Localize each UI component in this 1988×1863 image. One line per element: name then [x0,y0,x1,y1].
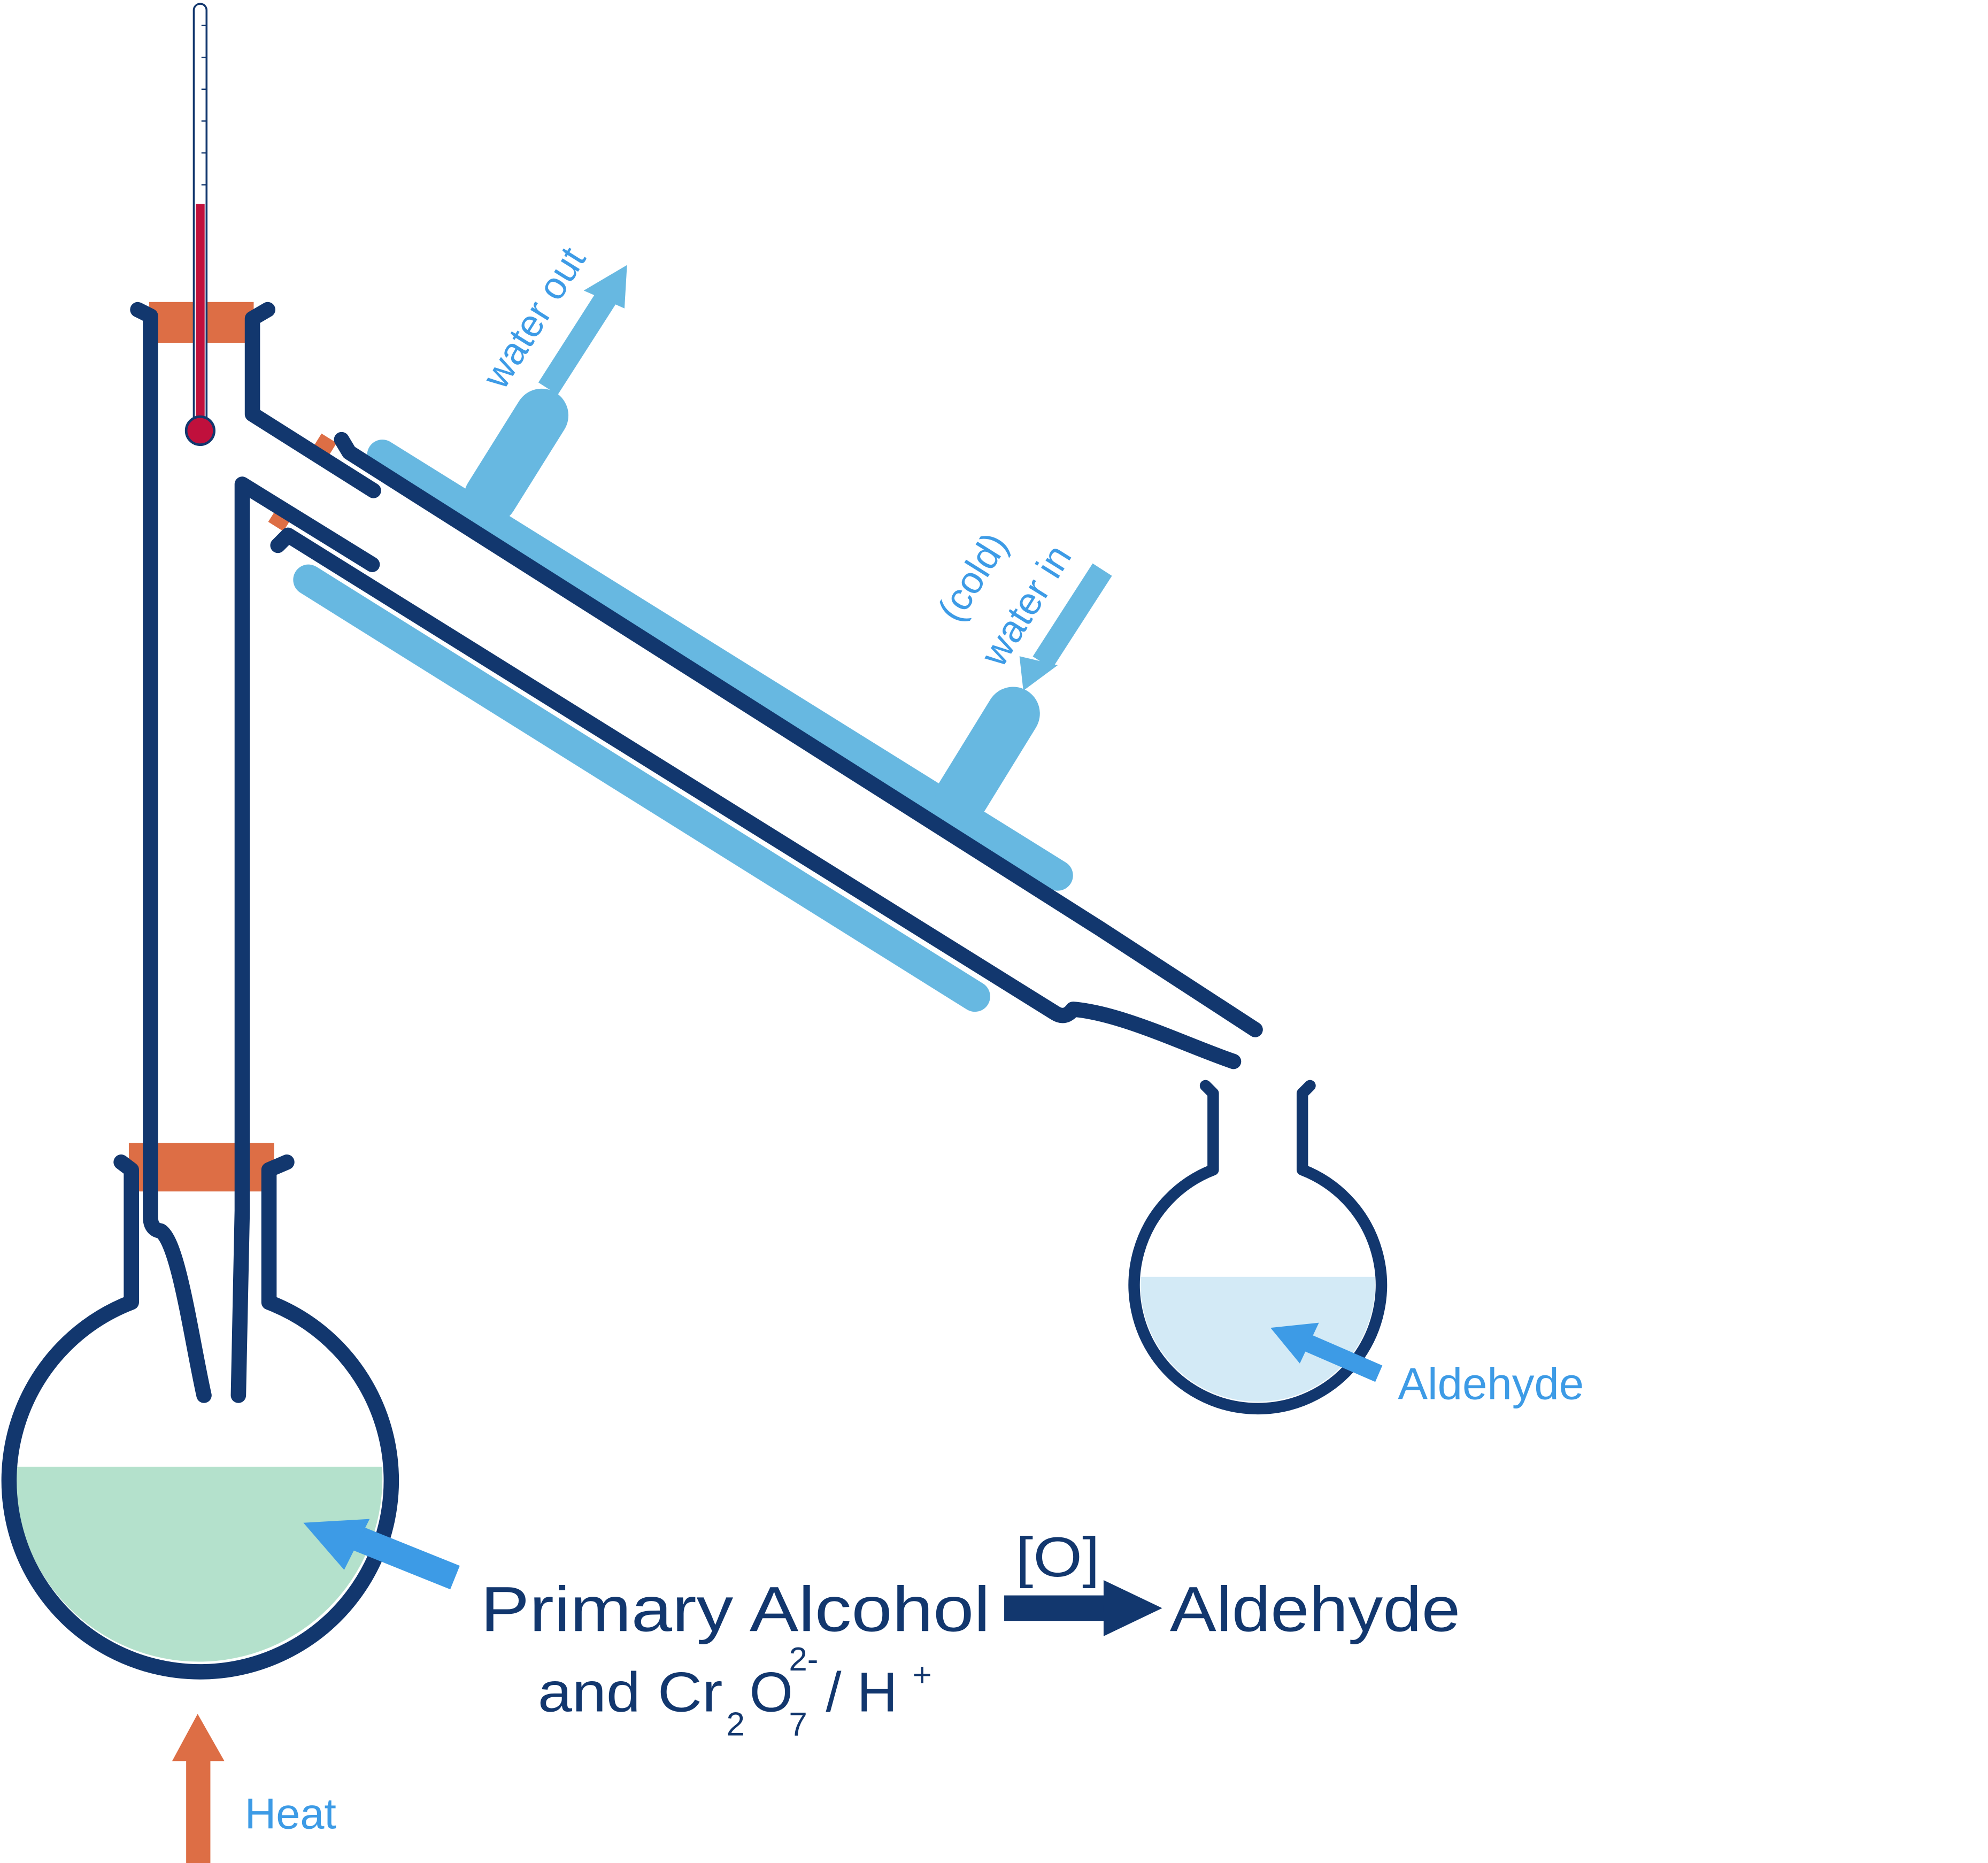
reactant-label: Primary Alcohol [481,1574,990,1645]
product-label: Aldehyde [1170,1574,1460,1645]
still-head [130,302,381,1403]
water-out-port [464,388,569,524]
water-out-arrow [538,265,627,395]
water-in-port [935,687,1040,823]
heat-arrow [172,1714,225,1863]
joint-seal [313,433,337,456]
reagent-subscript-2: 2 [727,1706,745,1743]
joint-seal [268,511,290,532]
reagent-superscript-plus: + [912,1657,931,1693]
reaction-mixture [15,1466,383,1662]
mixture-pointer-arrow [303,1519,460,1590]
reagent-superscript-charge: 2- [789,1641,818,1678]
aldehyde-flask-label: Aldehyde [1398,1359,1584,1409]
heat-label: Heat [245,1790,336,1838]
reagent-subscript-7: 7 [789,1706,807,1743]
reagent-formula: and Cr 2 O 7 2- / H + [538,1641,932,1743]
receiving-flask [1128,1080,1388,1415]
reagent-suffix: / H [826,1661,897,1723]
reagent-prefix: and Cr [538,1661,723,1723]
water-in-arrow [1019,563,1112,691]
water-out-label: water out [474,240,594,396]
condenser-inner-tube [270,432,1263,1069]
condition-label: [O] [1016,1526,1100,1589]
thermometer [184,3,215,446]
aldehyde-pointer-arrow [1270,1322,1383,1382]
distillate-liquid [1141,1276,1375,1402]
reaction-arrow [1004,1580,1162,1636]
condenser-jacket [293,388,1073,1012]
round-bottom-flask [1,1154,399,1680]
reagent-oxygen: O [749,1661,793,1723]
